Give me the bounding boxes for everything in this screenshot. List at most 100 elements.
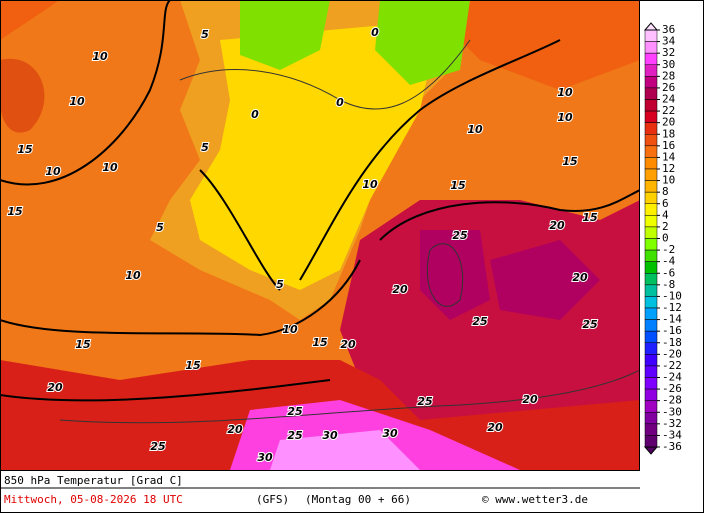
colorbar-label: 26: [662, 81, 675, 94]
colorbar-label: -6: [662, 266, 675, 279]
colorbar-swatch: [644, 191, 658, 205]
contour-label: 30: [322, 429, 338, 442]
colorbar-swatch: [644, 412, 658, 425]
colorbar-label: -34: [662, 428, 682, 441]
contour-label: 5: [156, 221, 164, 234]
contour-label: 25: [417, 395, 433, 408]
colorbar-label: 24: [662, 93, 676, 106]
contour-label: 15: [582, 211, 598, 224]
contour-label: 15: [75, 338, 91, 351]
run-info: (Montag 00 + 66): [305, 493, 411, 506]
colorbar-swatch: [644, 134, 658, 147]
colorbar-swatch: [644, 400, 658, 413]
colorbar-swatch: [644, 168, 658, 181]
colorbar-swatch: [644, 284, 658, 297]
contour-label: 15: [185, 359, 201, 372]
colorbar-arrow: [643, 22, 659, 31]
colorbar-label: -30: [662, 405, 682, 418]
contour-label: 20: [572, 271, 588, 284]
contour-label: 10: [282, 323, 298, 336]
colorbar-swatch: [644, 41, 658, 54]
contour-label: 10: [92, 50, 108, 63]
contour-label: 10: [125, 269, 141, 282]
colorbar-label: 0: [662, 232, 669, 245]
colorbar-swatch: [644, 261, 658, 274]
colorbar-label: 20: [662, 116, 675, 129]
contour-label: 0: [371, 26, 379, 39]
colorbar-swatch: [644, 226, 658, 239]
contour-label: 15: [17, 143, 33, 156]
colorbar-label: 4: [662, 208, 669, 221]
colorbar-swatch: [644, 354, 658, 367]
colorbar-label: -20: [662, 347, 682, 360]
colorbar-swatch: [644, 180, 658, 193]
colorbar-label: -28: [662, 394, 682, 407]
colorbar-label: 18: [662, 127, 675, 140]
colorbar-label: -10: [662, 289, 682, 302]
colorbar-swatch: [644, 435, 658, 448]
colorbar-swatch: [644, 238, 658, 251]
colorbar-label: 32: [662, 46, 675, 59]
colorbar-swatch: [644, 330, 658, 343]
colorbar-swatch: [644, 388, 658, 401]
contour-label: 5: [201, 28, 209, 41]
colorbar-swatch: [644, 99, 658, 112]
colorbar-label: 22: [662, 104, 675, 117]
contour-label: 25: [287, 429, 303, 442]
colorbar-swatch: [644, 377, 658, 390]
colorbar-swatch: [644, 145, 658, 158]
contour-label: 15: [562, 155, 578, 168]
colorbar-label: 16: [662, 139, 675, 152]
contour-label: 5: [201, 141, 209, 154]
contour-label: 10: [45, 165, 61, 178]
colorbar-label: 10: [662, 174, 675, 187]
colorbar-label: -18: [662, 336, 682, 349]
contour-label: 0: [336, 96, 344, 109]
contour-label: 20: [340, 338, 356, 351]
colorbar-label: -16: [662, 324, 682, 337]
contour-label: 30: [382, 427, 398, 440]
contour-label: 10: [557, 86, 573, 99]
colorbar-label: -8: [662, 278, 675, 291]
contour-label: 30: [257, 451, 273, 464]
colorbar-swatch: [644, 52, 658, 66]
contour-label: 10: [102, 161, 118, 174]
contour-label: 20: [549, 219, 565, 232]
field-title: 850 hPa Temperatur [Grad C]: [4, 474, 183, 487]
colorbar-label: -12: [662, 301, 682, 314]
colorbar-swatch: [644, 319, 658, 332]
colorbar-swatch: [644, 365, 658, 378]
contour-label: 10: [557, 111, 573, 124]
model-name: (GFS): [256, 493, 289, 506]
colorbar-label: 12: [662, 162, 675, 175]
colorbar-swatch: [644, 110, 658, 123]
colorbar-label: 6: [662, 197, 669, 210]
contour-label: 25: [472, 315, 488, 328]
contour-label: 20: [487, 421, 503, 434]
colorbar-swatch: [644, 87, 658, 100]
colorbar-swatch: [644, 157, 658, 170]
colorbar-label: -2: [662, 243, 675, 256]
colorbar-label: 8: [662, 185, 669, 198]
contour-label: 25: [150, 440, 166, 453]
colorbar-swatch: [644, 273, 658, 286]
contour-label: 25: [582, 318, 598, 331]
colorbar-label: -22: [662, 359, 682, 372]
contour-label: 20: [47, 381, 63, 394]
colorbar-label: -26: [662, 382, 682, 395]
colorbar-swatch: [644, 29, 658, 42]
colorbar-swatch: [644, 76, 658, 89]
colorbar-label: -4: [662, 255, 676, 268]
contour-label: 10: [69, 95, 85, 108]
contour-label: 25: [452, 229, 468, 242]
colorbar-label: 36: [662, 23, 675, 36]
colorbar-label: -14: [662, 313, 682, 326]
colorbar-label: -32: [662, 417, 682, 430]
colorbar-label: -36: [662, 440, 682, 453]
colorbar-swatch: [644, 296, 658, 309]
valid-date: Mittwoch, 05-08-2026 18 UTC: [4, 493, 183, 506]
contour-label: 25: [287, 405, 303, 418]
colorbar-swatch: [644, 203, 658, 216]
colorbar-swatch: [644, 122, 658, 135]
